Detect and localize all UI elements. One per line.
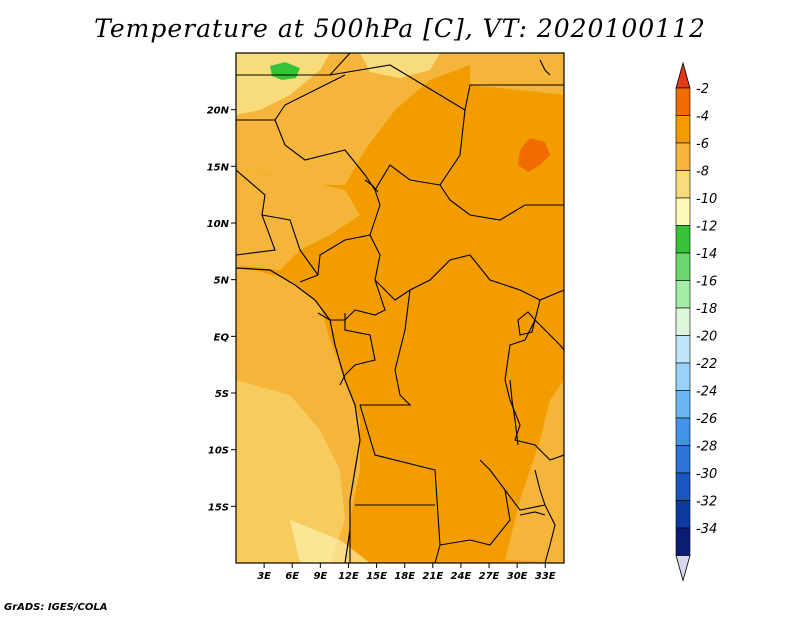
lat-tick-label: EQ <box>214 332 230 343</box>
lake-tanganyika <box>509 379 519 446</box>
field-region-west <box>236 170 360 270</box>
colorbar-swatch <box>675 390 691 419</box>
colorbar-swatch <box>675 445 691 474</box>
colorbar-label: -34 <box>696 522 717 537</box>
lat-tick-label: 20N <box>207 106 230 117</box>
lon-tick-label: 6E <box>285 571 299 582</box>
colorbar-swatch <box>675 417 691 446</box>
colorbar-swatch <box>675 362 691 391</box>
colorbar-swatch <box>675 225 691 254</box>
lon-tick-label: 12E <box>338 571 359 582</box>
colorbar-swatch <box>675 87 691 116</box>
lon-tick-label: 30E <box>507 571 528 582</box>
colorbar-label: -16 <box>696 275 717 290</box>
lon-tick-label: 9E <box>313 571 327 582</box>
lat-tick-label: 10N <box>207 219 230 230</box>
colorbar-label: -32 <box>696 495 717 510</box>
colorbar-top-arrow <box>675 61 691 89</box>
colorbar-swatch <box>675 280 691 309</box>
coastline-west <box>236 267 361 563</box>
lon-tick-label: 21E <box>422 571 443 582</box>
lon-tick-label: 3E <box>257 571 271 582</box>
lat-tick-label: 10S <box>208 446 229 457</box>
colorbar-label: -22 <box>696 357 717 372</box>
colorbar-label: -4 <box>696 110 709 125</box>
lake-malawi <box>534 469 546 506</box>
lon-tick-label: 24E <box>451 571 472 582</box>
colorbar-swatch <box>675 252 691 281</box>
colorbar-swatch <box>675 170 691 199</box>
colorbar-swatch <box>675 527 691 556</box>
colorbar-swatch <box>675 307 691 336</box>
colorbar-label: -12 <box>696 220 717 235</box>
colorbar-swatch <box>675 500 691 529</box>
colorbar-bottom-arrow <box>675 555 691 582</box>
lat-tick-label: 15N <box>207 162 230 173</box>
map-title: Temperature at 500hPa [C], VT: 202010011… <box>94 14 706 43</box>
lake-chad <box>364 179 379 193</box>
colorbar-label: -2 <box>696 82 709 97</box>
colorbar-label: -6 <box>696 137 709 152</box>
lat-tick-label: 5N <box>214 276 230 287</box>
colorbar: -2 -4 -6 -8 -10 -12 -14 -16 -18 -20 -22 -24 -26 -28 -3… <box>675 61 717 582</box>
colorbar-label: -18 <box>696 302 717 317</box>
credit-label: GrADS: IGES/COLA <box>4 602 108 613</box>
lake-nasser <box>539 59 551 76</box>
colorbar-swatch <box>675 115 691 144</box>
latitude-axis: 20N 15N 10N 5N EQ 5S 10S 15S <box>207 106 236 513</box>
colorbar-label: -10 <box>696 192 717 207</box>
colorbar-swatch <box>675 142 691 171</box>
map-plot-area <box>236 53 564 563</box>
colorbar-label: -28 <box>696 440 717 455</box>
lat-tick-label: 5S <box>215 389 229 400</box>
lon-tick-label: 15E <box>366 571 387 582</box>
field-region-pale-north <box>360 53 440 78</box>
lakes <box>364 59 551 516</box>
map-frame <box>235 52 565 564</box>
lon-tick-label: 27E <box>479 571 500 582</box>
colorbar-label: -14 <box>696 247 717 262</box>
field-region-pale-nw <box>236 53 330 115</box>
field-region-pale-sw <box>236 380 345 563</box>
lake-victoria <box>517 311 536 336</box>
colorbar-swatch <box>675 472 691 501</box>
lake-kariba <box>519 511 546 516</box>
colorbar-swatch <box>675 335 691 364</box>
field-region-hotspot <box>518 138 550 172</box>
lat-tick-label: 15S <box>208 502 229 513</box>
country-borders <box>236 53 564 563</box>
colorbar-label: -20 <box>696 330 717 345</box>
longitude-axis: 3E 6E 9E 12E 15E 18E 21E 24E 27E 30E 33E <box>257 563 556 582</box>
colorbar-label: -24 <box>696 385 717 400</box>
lon-tick-label: 18E <box>394 571 415 582</box>
colorbar-label: -26 <box>696 412 717 427</box>
colorbar-swatch <box>675 197 691 226</box>
field-region-southeast <box>505 380 564 563</box>
colorbar-label: -30 <box>696 467 717 482</box>
lon-tick-label: 33E <box>535 571 556 582</box>
colorbar-label: -8 <box>696 165 709 180</box>
